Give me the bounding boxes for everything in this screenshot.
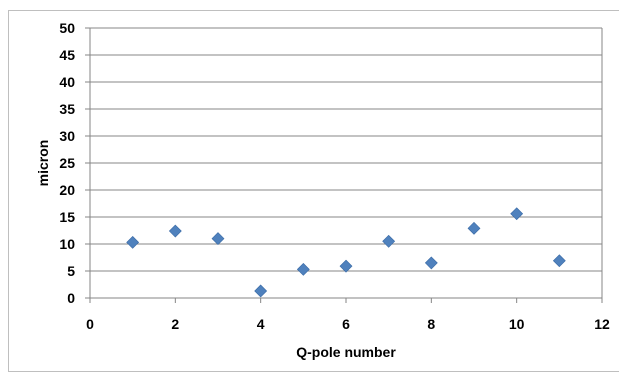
data-point [467,221,481,235]
x-tick-label: 4 [257,316,265,332]
data-point [424,256,438,270]
x-tick-label: 6 [342,316,350,332]
x-tick-label: 12 [594,316,610,332]
y-tick-label: 25 [59,155,75,171]
x-tick-label: 2 [171,316,179,332]
y-tick-label: 40 [59,74,75,90]
data-point [382,234,396,248]
y-tick-label: 5 [67,263,75,279]
x-axis-title: Q-pole number [296,344,396,360]
y-tick-label: 10 [59,236,75,252]
data-point [510,207,524,221]
chart-frame [8,10,619,372]
y-tick-label: 30 [59,128,75,144]
data-point [296,262,310,276]
y-tick-label: 15 [59,209,75,225]
x-tick-label: 0 [86,316,94,332]
data-point [126,235,140,249]
y-tick-label: 35 [59,101,75,117]
y-tick-label: 0 [67,290,75,306]
data-point [168,224,182,238]
y-axis-title: micron [35,140,51,187]
x-tick-label: 8 [427,316,435,332]
data-point [254,284,268,298]
data-point [552,254,566,268]
y-tick-label: 45 [59,47,75,63]
axes [85,27,603,303]
data-point [211,232,225,246]
y-tick-label: 50 [59,20,75,36]
tick-labels: 0 5 10 15 20 25 30 35 40 45 50 0 2 4 6 8 10 12 [59,20,610,332]
data-points [126,207,566,298]
data-point [339,259,353,273]
gridlines [90,27,602,272]
y-tick-label: 20 [59,182,75,198]
x-tick-label: 10 [509,316,525,332]
